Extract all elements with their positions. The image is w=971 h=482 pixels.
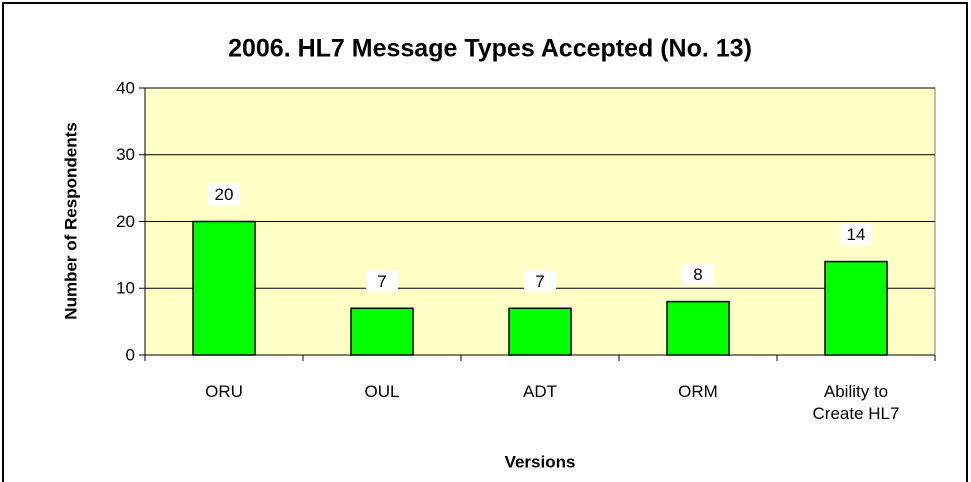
data-label: 14	[847, 225, 866, 244]
data-label-background	[840, 223, 872, 246]
bar	[824, 260, 888, 356]
chart-title: 2006. HL7 Message Types Accepted (No. 13…	[228, 35, 752, 63]
data-label: 7	[535, 272, 544, 291]
bar	[666, 300, 730, 356]
y-axis-title: Number of Respondents	[61, 122, 80, 319]
x-tick-label: ORU	[205, 382, 243, 401]
x-axis-title: Versions	[505, 452, 576, 471]
data-label-background	[682, 263, 714, 286]
bar	[350, 307, 414, 356]
data-label: 8	[693, 265, 702, 284]
x-tick-label: OUL	[364, 382, 400, 401]
bar	[508, 307, 572, 356]
y-tick-label: 0	[126, 345, 135, 364]
x-tick-label: ADT	[523, 382, 557, 401]
y-tick-label: 30	[116, 145, 135, 164]
data-label: 20	[215, 185, 234, 204]
data-label-background	[366, 270, 398, 293]
y-tick-label: 40	[116, 78, 135, 97]
y-tick-label: 20	[116, 212, 135, 231]
data-label-background	[524, 270, 556, 293]
x-tick-label: ORM	[678, 382, 718, 401]
data-label: 7	[377, 272, 386, 291]
bar	[192, 220, 256, 356]
x-tick-label: Ability to Create HL7	[812, 382, 900, 423]
y-tick-label: 10	[116, 279, 135, 298]
data-label-background	[208, 183, 240, 206]
